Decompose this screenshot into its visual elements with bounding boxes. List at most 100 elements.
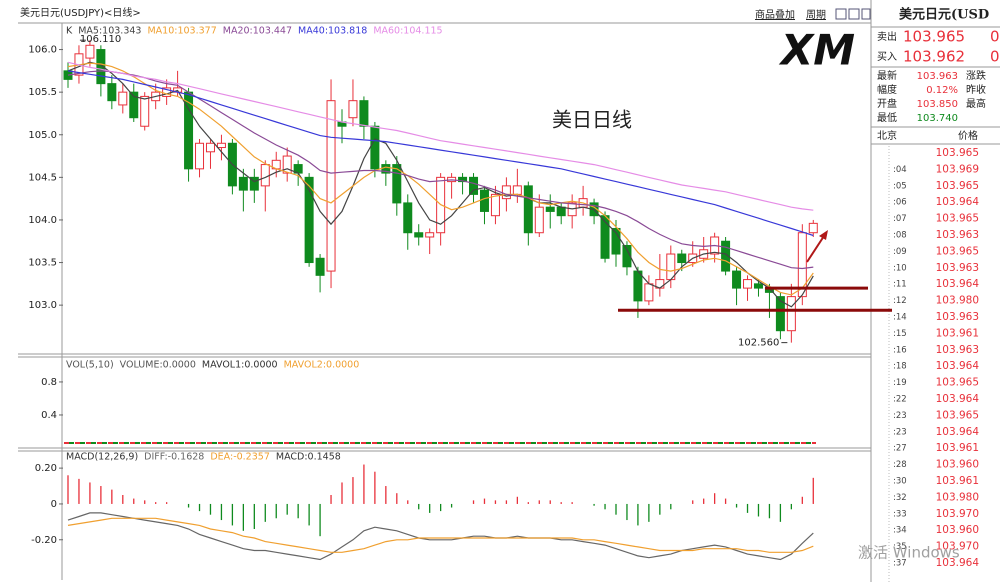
tick-time: :28 — [893, 460, 907, 470]
tick-time: :22 — [893, 395, 907, 405]
candle-body — [797, 232, 807, 298]
candle-body — [140, 95, 150, 127]
stat-label: 幅度 — [877, 83, 897, 96]
tick-price: 103.960 — [936, 459, 979, 471]
tick-time: :08 — [893, 231, 907, 241]
y-tick-label: 0.4 — [41, 410, 57, 421]
tick-price: 103.964 — [936, 393, 980, 405]
toolbar-icons[interactable] — [835, 8, 871, 20]
tick-time: :11 — [893, 280, 907, 290]
candle-body — [534, 206, 544, 234]
candle-body — [775, 296, 785, 332]
candle-body — [721, 240, 731, 272]
moving-average-line — [67, 61, 814, 308]
candle-body — [611, 227, 621, 255]
stat-extra: 昨收 — [966, 83, 986, 96]
quote-label: 买入 — [877, 51, 897, 63]
stat-value: 0.12% — [926, 85, 958, 96]
y-tick-label: 104.0 — [28, 215, 57, 226]
candle-body — [808, 222, 818, 234]
tick-price: 103.961 — [936, 475, 979, 487]
tick-time: :07 — [893, 214, 907, 224]
y-tick-label: 105.5 — [28, 87, 57, 98]
tick-price: 103.965 — [936, 377, 979, 389]
icon[interactable] — [848, 8, 860, 20]
tick-price: 103.970 — [936, 508, 979, 520]
candle-body — [732, 270, 742, 289]
moving-average-line — [67, 61, 814, 211]
tick-price: 103.965 — [936, 180, 979, 192]
ticks-header: 价格 — [958, 129, 978, 142]
annotation-arrow — [806, 235, 825, 263]
tick-time: :06 — [893, 198, 907, 208]
candle-body — [677, 253, 687, 264]
tick-price: 103.980 — [936, 491, 979, 503]
legend-entry: MA20:103.447 — [223, 26, 292, 37]
stat-extra: 最高 — [966, 97, 986, 110]
quote-label: 卖出 — [877, 30, 897, 43]
tick-price: 103.963 — [936, 262, 979, 274]
tick-time: :37 — [893, 559, 907, 569]
candle-body — [359, 100, 369, 127]
tick-time: :09 — [893, 247, 907, 257]
tick-price: 103.969 — [936, 163, 979, 175]
tick-price: 103.961 — [936, 442, 979, 454]
candle-body — [414, 232, 424, 238]
tick-price: 103.963 — [936, 229, 979, 241]
window-title: 美元日元(USDJPY)<日线> — [20, 6, 141, 19]
quote-price: 103.962 — [903, 48, 965, 66]
period-button[interactable]: 周期 — [806, 9, 826, 21]
annotation-arrowhead — [819, 230, 828, 240]
tick-time: :15 — [893, 329, 907, 339]
legend-entry: MA5:103.343 — [78, 26, 141, 37]
macd-legend: MACD(12,26,9) — [66, 452, 138, 463]
moving-average-line — [67, 70, 814, 237]
y-tick-label: 103.5 — [28, 258, 57, 269]
stat-value: 103.963 — [917, 71, 958, 82]
logo-box — [772, 28, 864, 74]
candle-body — [753, 283, 763, 289]
quote-fraction: 0 — [990, 28, 1000, 46]
y-tick-label: 103.0 — [28, 300, 57, 311]
quote-price: 103.965 — [903, 28, 965, 46]
ticks-header: 北京 — [877, 129, 897, 142]
tick-time: :18 — [893, 362, 907, 372]
tick-price: 103.964 — [936, 360, 980, 372]
logo: XM — [778, 26, 855, 75]
tick-price: 103.980 — [936, 295, 979, 307]
candle-body — [490, 193, 500, 217]
tick-price: 103.964 — [936, 196, 980, 208]
candle-body — [326, 100, 336, 272]
candle-body — [545, 206, 555, 212]
tick-time: :35 — [893, 542, 907, 552]
tick-price: 103.965 — [936, 245, 979, 257]
tick-price: 103.960 — [936, 524, 979, 536]
candle-body — [129, 91, 139, 119]
candle-body — [644, 283, 654, 302]
tick-time: :19 — [893, 378, 907, 388]
tick-price: 103.965 — [936, 213, 979, 225]
stat-label: 最新 — [877, 69, 897, 82]
tick-time: :04 — [893, 165, 907, 175]
candle-body — [556, 206, 566, 217]
candle-body — [315, 257, 325, 276]
y-tick-label: 0.20 — [35, 463, 57, 474]
icon[interactable] — [861, 8, 871, 20]
tick-price: 103.961 — [936, 327, 979, 339]
overlay-button[interactable]: 商品叠加 — [755, 8, 795, 21]
tick-price: 103.964 — [936, 557, 980, 569]
legend-label: K — [66, 26, 73, 37]
icon[interactable] — [835, 8, 847, 20]
moving-average-line — [67, 70, 814, 270]
tick-time: :10 — [893, 263, 907, 273]
candle-body — [348, 100, 358, 119]
legend-entry: MA40:103.818 — [298, 26, 367, 37]
y-tick-label: 0.8 — [41, 377, 57, 388]
annotation-label: 106.110 — [80, 34, 121, 45]
volume-legend: MAVOL1:0.0000 — [202, 360, 278, 371]
legend-entry: MA60:104.115 — [373, 26, 442, 37]
tick-price: 103.964 — [936, 426, 980, 438]
candle-body — [195, 142, 205, 170]
